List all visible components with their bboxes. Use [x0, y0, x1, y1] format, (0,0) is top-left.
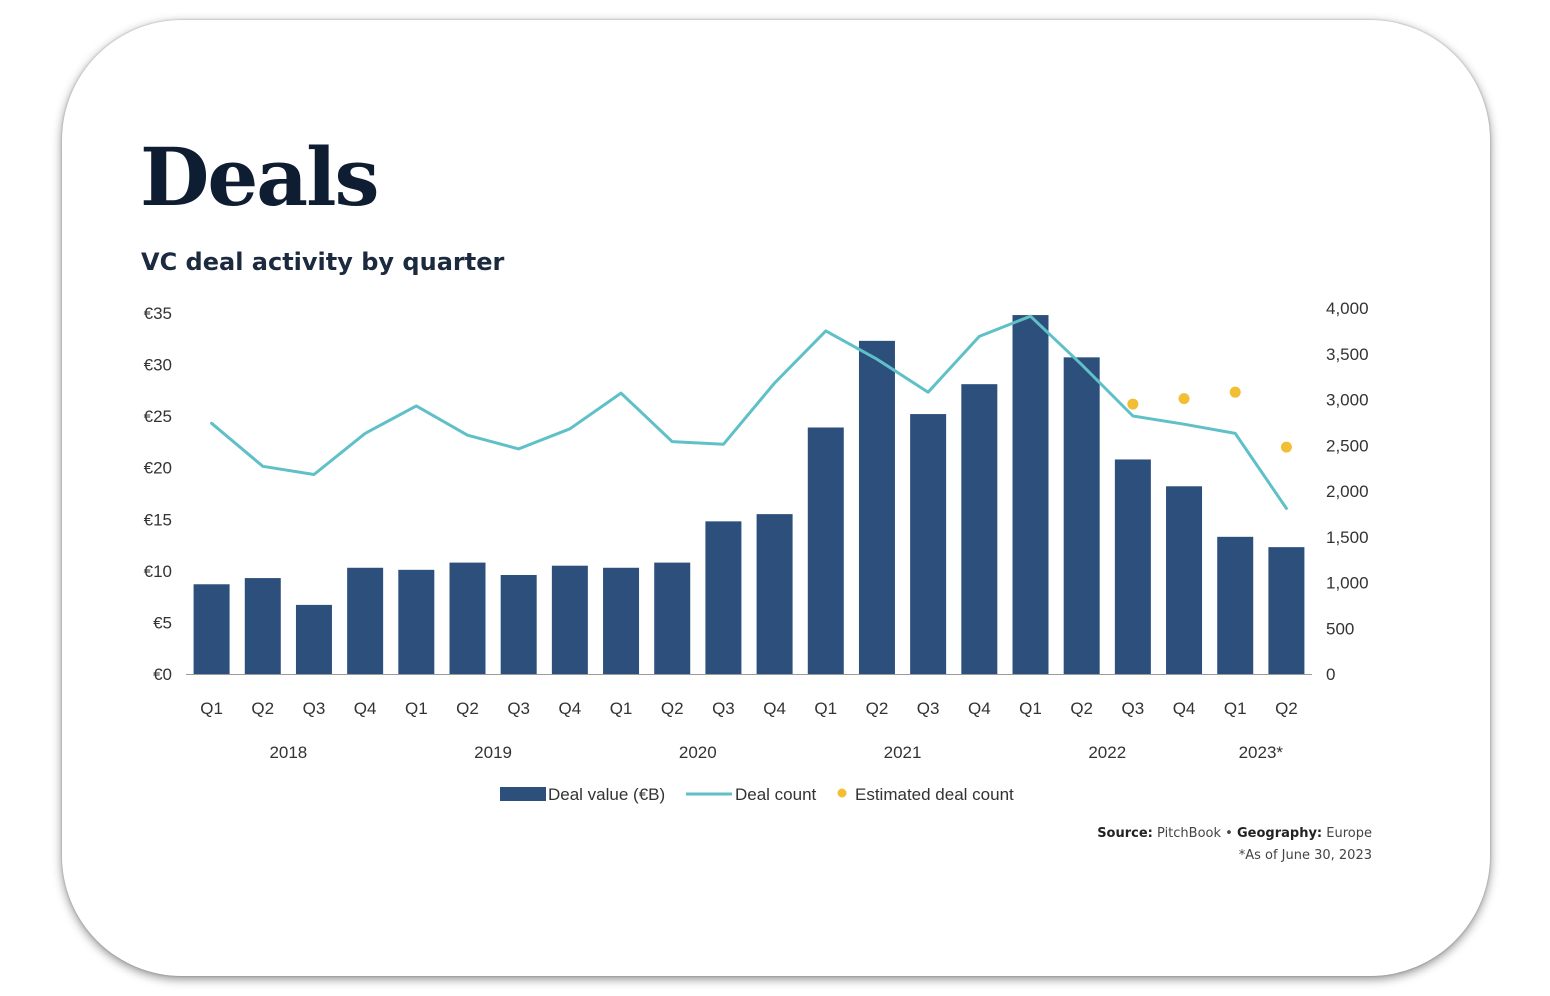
deal-value-bar — [910, 414, 947, 674]
estimated-deal-count-point — [1178, 393, 1190, 405]
deal-value-bar — [807, 427, 844, 674]
deal-value-bars — [193, 315, 1305, 674]
year-label: 2020 — [679, 743, 717, 762]
deal-value-bar — [193, 584, 230, 674]
left-tick-label: €5 — [153, 613, 172, 632]
deal-value-bar — [449, 562, 486, 674]
deal-value-bar — [1268, 547, 1305, 674]
deal-value-bar — [1012, 315, 1049, 674]
quarter-label: Q2 — [1275, 699, 1298, 718]
deal-count-polyline — [210, 314, 1288, 510]
year-label: 2019 — [474, 743, 512, 762]
right-tick-label: 500 — [1326, 619, 1354, 638]
quarter-label: Q2 — [1070, 699, 1093, 718]
quarter-label: Q4 — [968, 699, 991, 718]
left-tick-label: €15 — [144, 510, 172, 529]
left-tick-label: €25 — [144, 407, 172, 426]
legend-dot-label: Estimated deal count — [855, 785, 1014, 804]
deal-value-bar — [961, 384, 998, 674]
source-value: PitchBook — [1157, 826, 1222, 841]
legend-bar-label: Deal value (€B) — [548, 785, 665, 804]
quarter-label: Q3 — [712, 699, 735, 718]
deal-value-bar — [1217, 536, 1254, 674]
right-tick-label: 1,000 — [1326, 574, 1369, 593]
left-tick-label: €0 — [153, 665, 172, 684]
quarter-label: Q1 — [405, 699, 428, 718]
quarter-label: Q3 — [917, 699, 940, 718]
deal-value-bar — [500, 574, 537, 674]
right-tick-label: 2,500 — [1326, 436, 1369, 455]
deal-value-bar — [244, 578, 281, 674]
right-tick-label: 3,500 — [1326, 345, 1369, 364]
quarter-label: Q3 — [303, 699, 326, 718]
estimated-deal-count-point — [1127, 398, 1139, 410]
right-tick-label: 4,000 — [1326, 299, 1369, 318]
quarter-label: Q4 — [1173, 699, 1196, 718]
deal-value-bar — [347, 567, 384, 674]
left-tick-label: €10 — [144, 562, 172, 581]
year-label: 2021 — [884, 743, 922, 762]
estimated-deal-count-points — [1127, 386, 1292, 453]
deal-count-line — [210, 314, 1288, 510]
deal-value-bar — [295, 604, 332, 674]
estimated-deal-count-point — [1229, 386, 1241, 398]
quarter-label: Q1 — [814, 699, 837, 718]
deal-value-bar — [551, 565, 588, 674]
chart-card — [62, 20, 1490, 976]
right-tick-label: 0 — [1326, 665, 1335, 684]
quarter-labels: Q1 Q2 Q3 Q4 Q1 Q2 Q3 Q4 Q1 Q2 Q3 Q4 Q1 Q2 Q3 Q4 Q1 Q2 Q3 Q4… — [200, 699, 1298, 718]
quarter-label: Q4 — [354, 699, 377, 718]
quarter-label: Q1 — [200, 699, 223, 718]
source-separator: • — [1225, 826, 1233, 841]
right-tick-label: 3,000 — [1326, 391, 1369, 410]
deal-value-bar — [654, 562, 691, 674]
left-axis: €0 €5 €10 €15 €20 €25 €30 €35 — [144, 304, 172, 684]
quarter-label: Q4 — [763, 699, 786, 718]
quarter-label: Q3 — [1122, 699, 1145, 718]
deal-value-bar — [756, 514, 793, 674]
chart-title: VC deal activity by quarter — [141, 248, 505, 276]
deal-value-bar — [603, 567, 640, 674]
quarter-label: Q4 — [559, 699, 582, 718]
deal-value-bar — [398, 569, 435, 674]
year-label: 2018 — [269, 743, 307, 762]
source-line: Source: PitchBook • Geography: Europe — [1097, 826, 1372, 841]
source-label: Source: — [1097, 826, 1153, 841]
deal-value-bar — [1063, 357, 1100, 674]
geography-value: Europe — [1326, 826, 1372, 841]
quarter-label: Q2 — [251, 699, 274, 718]
legend-bar-swatch — [500, 787, 546, 801]
deal-value-bar — [1114, 459, 1151, 674]
date-note: *As of June 30, 2023 — [1238, 848, 1372, 863]
quarter-label: Q1 — [610, 699, 633, 718]
quarter-label: Q2 — [866, 699, 889, 718]
estimated-deal-count-point — [1280, 441, 1292, 453]
quarter-label: Q2 — [456, 699, 479, 718]
page-title: Deals — [140, 130, 380, 224]
geography-label: Geography: — [1236, 826, 1323, 841]
quarter-label: Q3 — [507, 699, 530, 718]
year-label: 2023* — [1239, 743, 1284, 762]
year-labels: 2018 2019 2020 2021 2022 2023* — [269, 743, 1283, 762]
legend-line-label: Deal count — [735, 785, 817, 804]
deal-value-bar — [705, 521, 742, 674]
left-tick-label: €35 — [144, 304, 172, 323]
left-tick-label: €20 — [144, 459, 172, 478]
quarter-label: Q1 — [1224, 699, 1247, 718]
deal-value-bar — [1166, 486, 1203, 674]
right-axis: 0 500 1,000 1,500 2,000 2,500 3,000 3,500 4,000 — [1326, 299, 1369, 684]
legend: Deal value (€B) Deal count Estimated deal … — [500, 785, 1014, 804]
quarter-label: Q1 — [1019, 699, 1042, 718]
legend-dot-swatch — [837, 788, 847, 798]
right-tick-label: 2,000 — [1326, 482, 1369, 501]
quarter-label: Q2 — [661, 699, 684, 718]
right-tick-label: 1,500 — [1326, 528, 1369, 547]
left-tick-label: €30 — [144, 356, 172, 375]
deal-value-bar — [858, 340, 895, 674]
year-label: 2022 — [1088, 743, 1126, 762]
